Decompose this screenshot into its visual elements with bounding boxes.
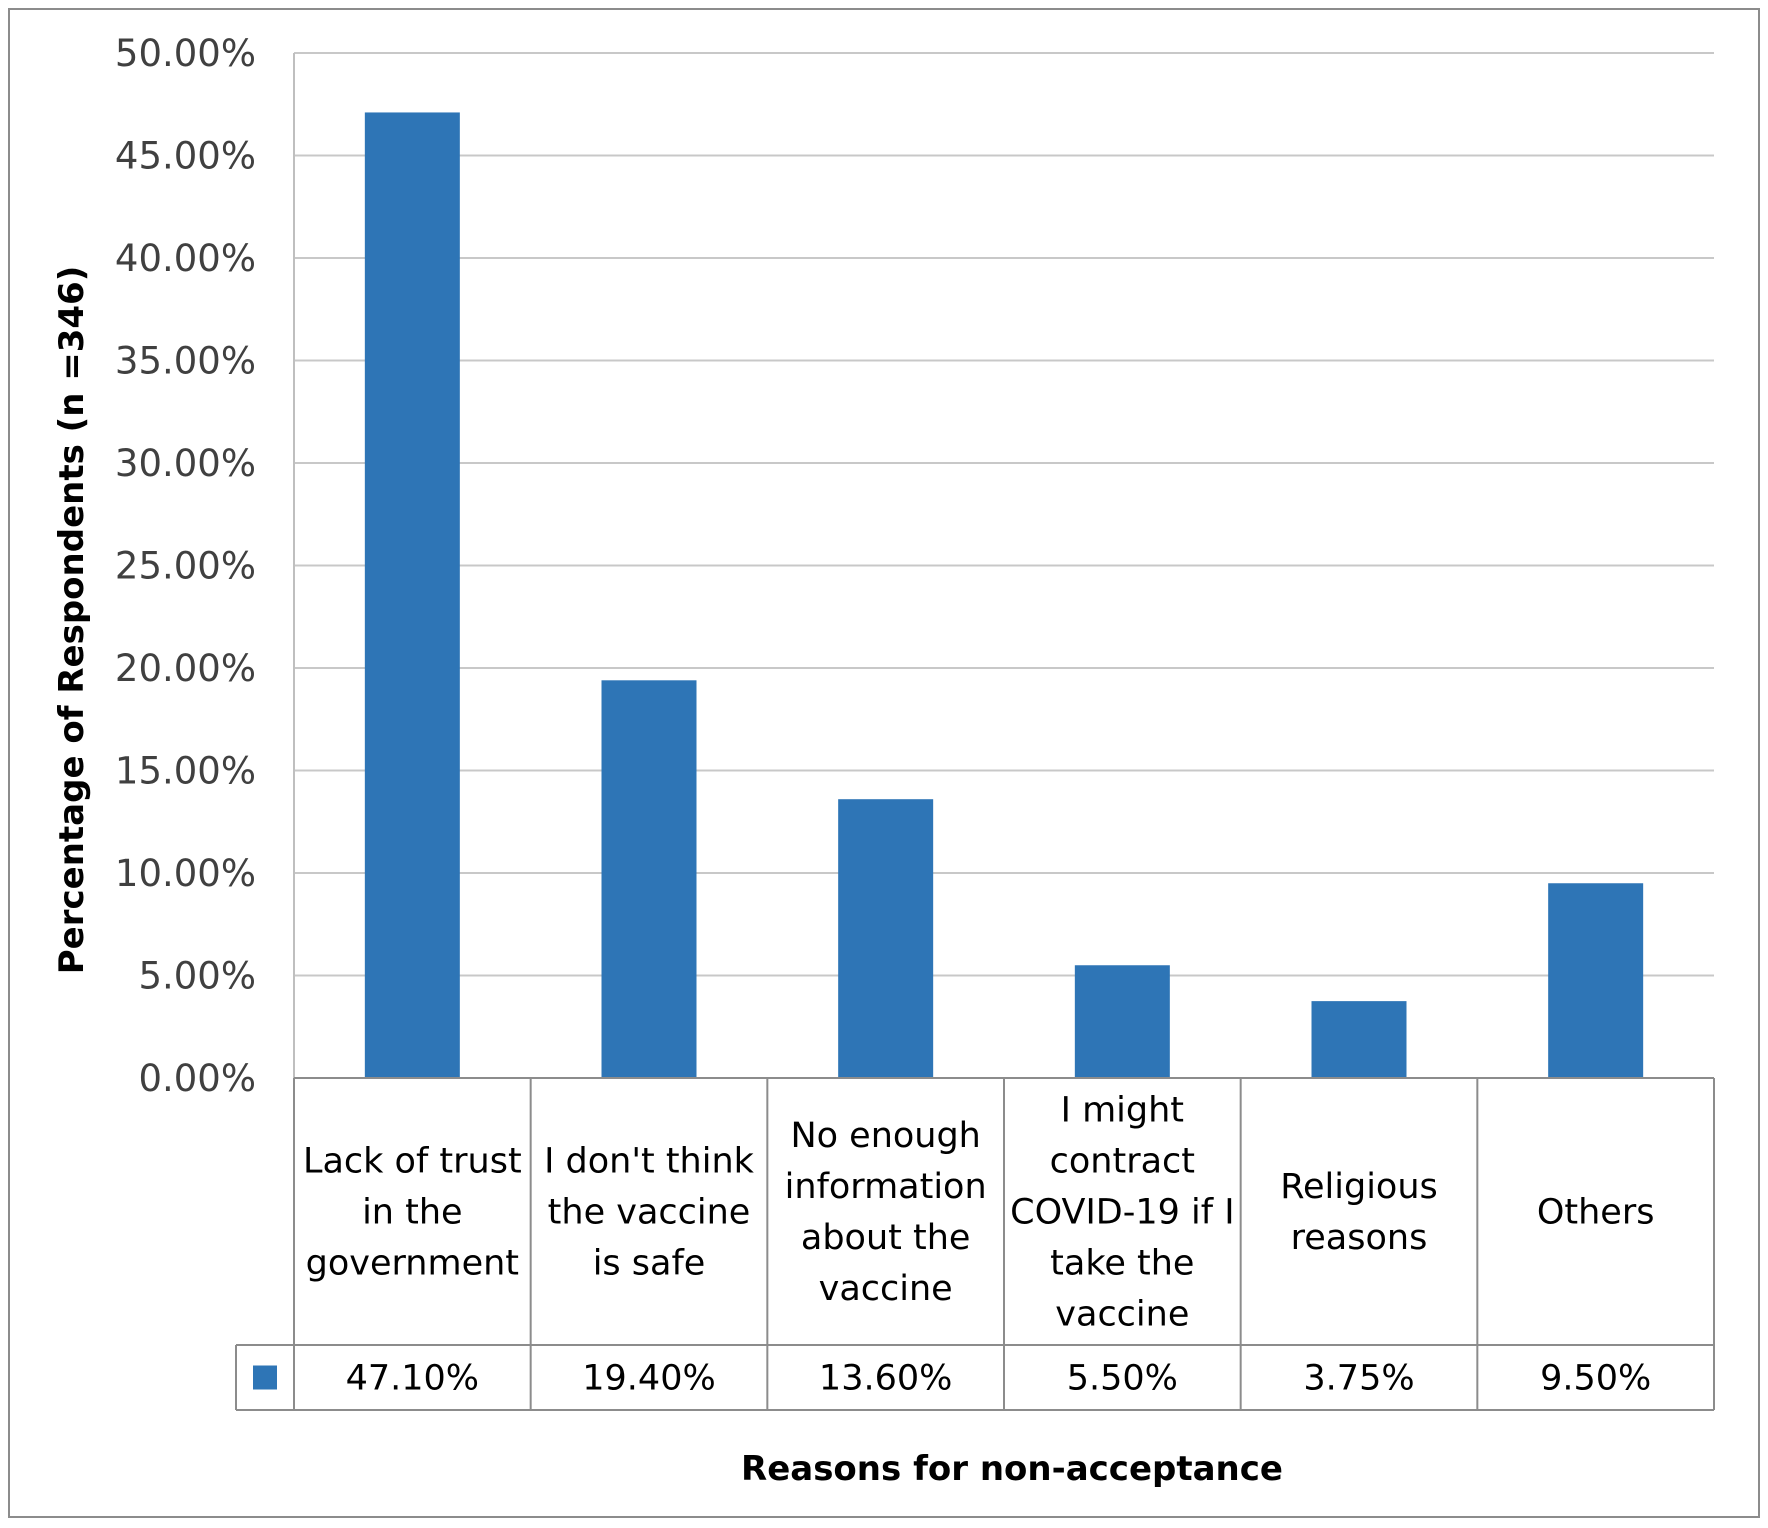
y-tick-label: 30.00% [115,442,256,485]
x-category-label-line: Religious [1280,1167,1438,1207]
y-axis-tick-labels: 0.00% 5.00% 10.00% 15.00% 20.00% 25.00% 30.00%… [115,32,256,1100]
x-category-label-line: I don't think [544,1142,755,1182]
x-category-label-line: is safe [593,1244,706,1284]
x-category-label-line: the vaccine [548,1193,751,1233]
y-tick-label: 0.00% [138,1057,256,1100]
y-tick-label: 5.00% [138,955,256,998]
bar [364,112,460,1078]
bar [838,799,934,1078]
data-value-label: 47.10% [346,1359,479,1399]
x-category-label-line: information [785,1167,987,1207]
x-category-label-line: Lack of trust [303,1142,522,1182]
y-tick-label: 45.00% [115,135,256,178]
data-value-label: 3.75% [1303,1359,1414,1399]
data-value-label: 19.40% [582,1359,715,1399]
bars [364,112,1644,1078]
x-category-label-line: contract [1050,1142,1195,1182]
y-tick-label: 35.00% [115,340,256,383]
bar [601,680,697,1078]
x-category-label-line: No enough [790,1116,980,1156]
x-category-label-line: Others [1537,1193,1655,1233]
bar [1311,1001,1407,1078]
data-value-label: 5.50% [1067,1359,1178,1399]
x-category-label: Lack of trust in the government [303,1142,522,1284]
y-tick-label: 40.00% [115,237,256,280]
legend-key-swatch [253,1365,277,1390]
bar [1548,883,1644,1078]
x-category-label-line: in the [362,1193,462,1233]
x-category-label-line: reasons [1291,1218,1428,1258]
data-value-label: 9.50% [1540,1359,1651,1399]
x-category-label-line: government [306,1244,519,1284]
x-category-label-line: I might [1061,1091,1184,1131]
grid-lines [293,52,1714,1078]
bar [1074,965,1170,1078]
x-category-label: Religious reasons [1280,1167,1438,1258]
x-category-label: No enough information about the vaccine [785,1116,987,1309]
data-table: Lack of trust in the government I don't thi… [235,1077,1715,1411]
y-tick-label: 15.00% [115,750,256,793]
y-tick-label: 25.00% [115,545,256,588]
y-tick-label: 50.00% [115,32,256,75]
y-axis-title: Percentage of Respondents (n =346) [52,266,92,974]
x-category-label-line: vaccine [1055,1295,1189,1335]
x-category-label-line: about the [801,1218,971,1258]
chart-frame [8,8,1760,1518]
y-tick-label: 10.00% [115,852,256,895]
x-category-label: I don't think the vaccine is safe [544,1142,755,1284]
x-axis-title: Reasons for non-acceptance [741,1449,1283,1489]
x-category-label-line: take the [1050,1244,1194,1284]
x-category-label-line: vaccine [819,1269,953,1309]
data-value-label: 13.60% [819,1359,952,1399]
x-category-label: I might contract COVID-19 if I take the vacc… [1010,1091,1234,1335]
x-category-label: Others [1537,1193,1655,1233]
x-category-label-line: COVID-19 if I [1010,1193,1234,1233]
y-tick-label: 20.00% [115,647,256,690]
